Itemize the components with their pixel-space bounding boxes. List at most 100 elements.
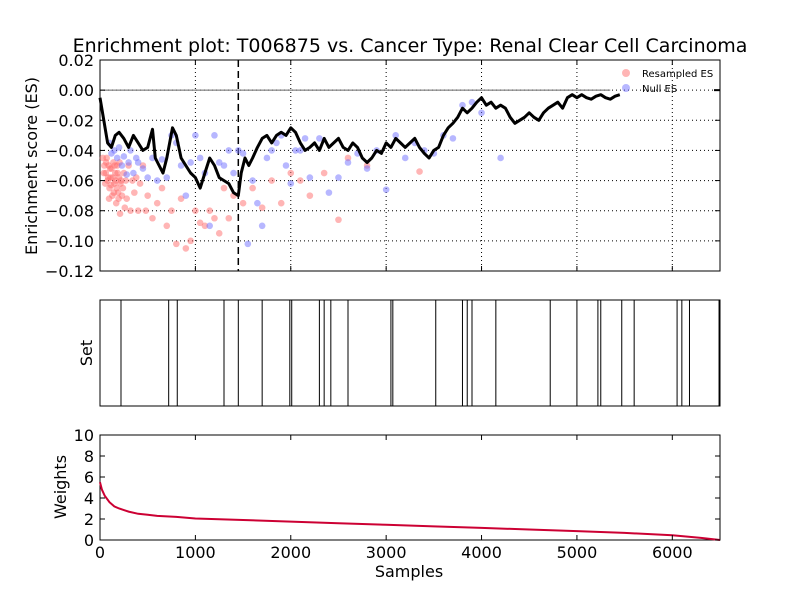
null-es-point	[301, 135, 309, 142]
resampled-es-point	[136, 180, 144, 187]
null-es-point	[182, 192, 190, 199]
weights-curve	[99, 482, 721, 541]
null-es-point	[316, 135, 323, 142]
null-es-point	[163, 174, 171, 181]
null-es-point	[244, 240, 252, 248]
resampled-es-point	[196, 219, 204, 227]
resampled-es-point	[142, 207, 150, 215]
x-axis-label: Samples	[375, 562, 443, 581]
resampled-es-point	[104, 174, 112, 181]
weights-y-tick-label: 10	[74, 426, 94, 445]
resampled-es-point	[187, 237, 194, 245]
resampled-es-point	[114, 169, 121, 177]
resampled-es-point	[220, 184, 228, 192]
null-es-point	[325, 189, 333, 196]
resampled-es-point	[201, 222, 209, 230]
null-es-point	[392, 132, 399, 139]
null-es-point	[268, 147, 275, 154]
null-es-point	[220, 162, 228, 169]
legend-marker-null	[622, 84, 630, 92]
null-es-point	[306, 174, 314, 181]
resampled-es-point	[101, 180, 109, 187]
x-tick-label: 1000	[175, 543, 216, 562]
legend-label-null: Null ES	[642, 84, 677, 95]
null-es-point	[144, 174, 151, 181]
null-es-point	[235, 147, 242, 154]
y-tick-label: −0.08	[45, 202, 94, 221]
null-es-point	[118, 162, 126, 169]
y-tick-label: −0.04	[45, 141, 94, 160]
resampled-es-point	[131, 189, 138, 196]
legend-marker-resampled	[622, 69, 630, 77]
null-es-point	[282, 162, 290, 169]
weights-x-ticks: 0 1000 2000 3000 4000 5000 6000	[95, 435, 693, 562]
x-tick-label: 5000	[557, 543, 598, 562]
x-tick-label: 3000	[366, 543, 407, 562]
y-tick-label: −0.02	[45, 111, 94, 130]
resampled-es-point	[297, 177, 304, 184]
weights-y-tick-label: 4	[84, 489, 94, 508]
null-es-point	[215, 159, 223, 166]
x-tick-label: 2000	[270, 543, 311, 562]
enrichment-y-axis-label: Enrichment score (ES)	[22, 77, 41, 255]
es-line	[98, 93, 621, 198]
y-tick-label: −0.12	[45, 262, 94, 281]
resampled-es-point	[111, 162, 119, 169]
y-tick-label: 0.02	[58, 51, 94, 70]
resampled-es-point	[168, 207, 175, 215]
null-es-point	[292, 147, 299, 154]
null-es-point	[139, 165, 147, 172]
resampled-es-point	[115, 195, 122, 202]
null-es-point	[297, 147, 304, 154]
resampled-es-point	[344, 154, 352, 162]
resampled-es-point	[277, 199, 285, 207]
null-es-point	[258, 222, 266, 230]
y-tick-label: 0.00	[58, 81, 94, 100]
null-es-point	[192, 132, 199, 139]
resampled-es-point	[211, 214, 218, 222]
resampled-es-point	[122, 177, 130, 184]
null-es-point	[449, 135, 457, 142]
resampled-es-point	[144, 192, 151, 199]
resampled-es-point	[215, 230, 223, 237]
x-tick-label: 0	[95, 543, 105, 562]
null-es-point	[263, 154, 271, 162]
null-es-point	[459, 101, 466, 109]
weights-y-tick-label: 0	[84, 531, 94, 550]
resampled-es-point	[287, 169, 295, 177]
enrichment-panel: −0.12 −0.10 −0.08 −0.06 −0.04 −0.02 0.00 0.02 R…	[22, 35, 747, 281]
null-es-point	[230, 169, 237, 177]
enrichment-y-ticks: −0.12 −0.10 −0.08 −0.06 −0.04 −0.02 0.00 0.02	[45, 51, 720, 281]
null-es-point	[254, 199, 261, 207]
resampled-es-point	[149, 214, 156, 222]
null-es-point	[287, 180, 295, 187]
set-hits	[120, 300, 720, 406]
null-es-point	[401, 154, 409, 162]
null-es-point	[335, 174, 342, 181]
y-tick-label: −0.10	[45, 232, 94, 251]
set-axes-frame	[99, 299, 721, 407]
resampled-es-point	[249, 184, 256, 192]
resampled-es-point	[100, 169, 108, 177]
null-es-point	[344, 159, 352, 166]
null-es-point	[123, 171, 131, 178]
resampled-es-point	[416, 168, 423, 175]
scatter-points	[99, 98, 504, 252]
null-es-point	[382, 186, 390, 193]
enrichment-grid	[100, 59, 720, 272]
x-tick-label: 4000	[461, 543, 502, 562]
null-es-point	[497, 154, 504, 162]
resampled-es-point	[320, 169, 328, 177]
weights-y-tick-label: 2	[84, 510, 94, 529]
y-tick-label: −0.06	[45, 172, 94, 191]
running-es-line	[98, 93, 621, 198]
legend: Resampled ES Null ES	[622, 69, 713, 95]
weights-axes-frame	[99, 434, 721, 541]
resampled-es-point	[102, 159, 110, 166]
set-panel: Set	[77, 299, 721, 407]
resampled-es-point	[268, 177, 275, 184]
resampled-es-point	[153, 199, 161, 207]
weights-y-axis-label: Weights	[51, 455, 70, 519]
